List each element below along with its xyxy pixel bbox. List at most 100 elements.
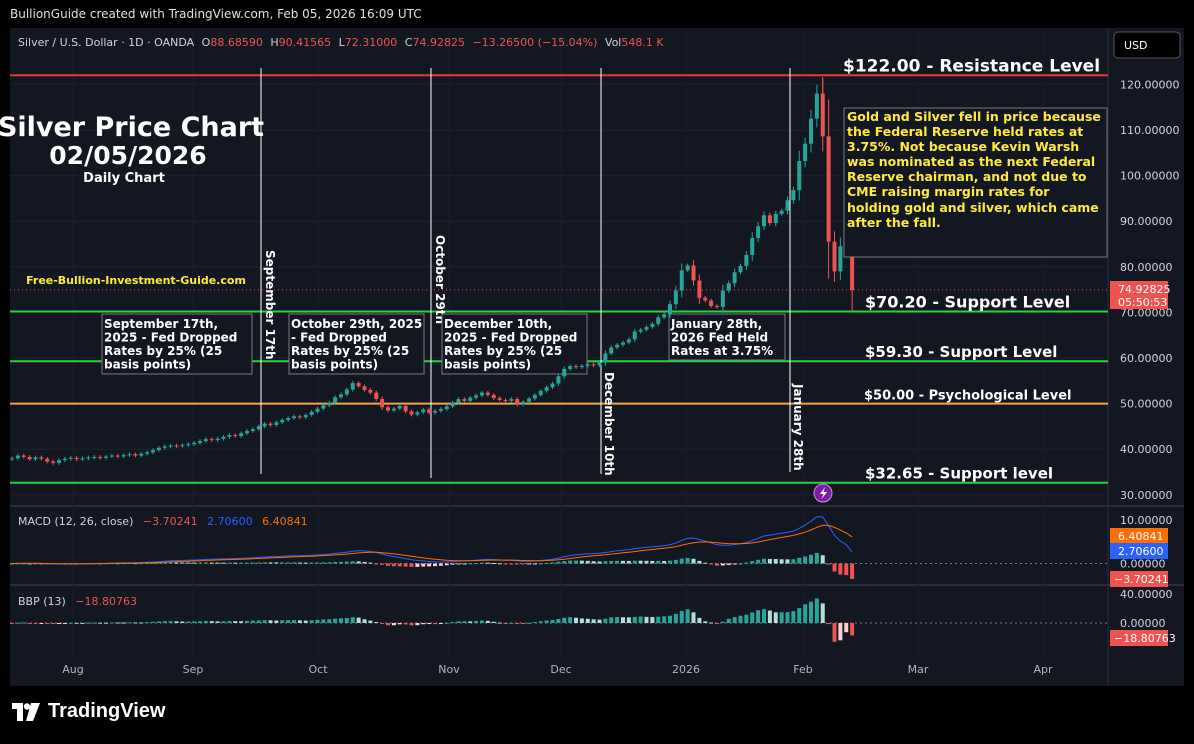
- macd-hist-bar: [250, 562, 255, 564]
- macd-hist-bar: [579, 560, 584, 564]
- bbp-bar: [98, 622, 103, 624]
- price-tick-label: 60.00000: [1120, 352, 1173, 365]
- macd-hist-bar: [509, 563, 514, 565]
- candle-body: [679, 270, 684, 291]
- price-tick-label: 100.00000: [1120, 170, 1180, 183]
- bbp-bar: [62, 623, 67, 624]
- candle-body: [192, 442, 197, 445]
- candle-body: [403, 405, 408, 412]
- candle-body: [10, 458, 14, 460]
- bbp-bar: [421, 623, 426, 625]
- bbp-bar: [621, 617, 625, 623]
- candle-body: [274, 422, 279, 426]
- candle-body: [480, 392, 484, 396]
- macd-hist-bar: [456, 563, 461, 565]
- macd-hist-bar: [168, 562, 173, 564]
- bbp-bar: [444, 622, 449, 624]
- macd-hist-bar: [256, 562, 261, 564]
- candle-body: [626, 339, 631, 343]
- volume-label: Vol: [605, 36, 621, 49]
- macd-legend[interactable]: MACD (12, 26, close) −3.70241 2.70600 6.…: [18, 515, 308, 528]
- candle-body: [650, 323, 655, 327]
- candle-body: [762, 215, 766, 227]
- time-axis[interactable]: Aug Sep Oct Nov Dec 2026 Feb Mar Apr: [62, 663, 1053, 676]
- price-tick-label: 90.00000: [1120, 215, 1173, 228]
- macd-hist-bar: [491, 562, 496, 564]
- symbol-legend[interactable]: Silver / U.S. Dollar · 1D · OANDA O88.68…: [18, 36, 664, 49]
- bbp-bar: [74, 622, 79, 624]
- bbp-bar: [532, 622, 537, 624]
- candle-body: [585, 364, 590, 366]
- last-price-value: 74.92825: [1118, 283, 1171, 296]
- time-tick-label: Mar: [908, 663, 929, 676]
- chart-canvas[interactable]: $122.00 - Resistance Level $70.20 - Suppo…: [0, 28, 1194, 686]
- bbp-bar: [726, 618, 731, 623]
- macd-hist-bar: [644, 560, 649, 564]
- candle-body: [609, 347, 614, 354]
- candle-body: [292, 416, 296, 419]
- currency-button-label[interactable]: USD: [1124, 39, 1148, 52]
- event-note-line: basis points): [291, 358, 378, 372]
- macd-line: [11, 516, 853, 565]
- candle-body: [691, 265, 696, 281]
- macd-hist-bar: [198, 562, 202, 564]
- change-value: −13.26500 (−15.04%): [472, 36, 597, 49]
- candle-body: [732, 272, 737, 284]
- bbp-bar: [515, 623, 520, 624]
- macd-hist-bar: [209, 562, 214, 564]
- candle-body: [380, 399, 385, 408]
- bbp-bar: [245, 620, 249, 623]
- macd-legend-signal: 6.40841: [262, 515, 308, 528]
- chart-caption: BullionGuide created with TradingView.co…: [0, 0, 1194, 28]
- macd-hist-bar: [162, 562, 167, 564]
- tradingview-logo[interactable]: TradingView: [12, 700, 165, 723]
- bbp-bar: [256, 620, 261, 623]
- macd-hist-bar: [826, 563, 831, 565]
- signal-value-tag: 6.40841: [1110, 528, 1168, 544]
- bbp-bar: [591, 619, 596, 623]
- bbp-bar: [174, 621, 179, 623]
- candle-body: [773, 213, 778, 224]
- macd-hist-bar: [192, 562, 197, 564]
- bbp-bar: [115, 622, 120, 624]
- candle-body: [250, 429, 255, 431]
- bbp-bar: [145, 622, 150, 624]
- macd-hist-bar: [474, 563, 479, 565]
- bbp-bar: [362, 619, 367, 623]
- candle-body: [715, 306, 719, 308]
- price-tick-label: 120.00000: [1120, 78, 1180, 91]
- bbp-bar: [491, 621, 496, 623]
- candle-body: [532, 394, 537, 399]
- candle-body: [86, 457, 91, 459]
- currency-button-frame[interactable]: [1113, 31, 1181, 59]
- bbp-bar: [679, 610, 684, 623]
- bbp-bar: [503, 623, 508, 624]
- candle-body: [497, 398, 502, 400]
- bbp-legend[interactable]: BBP (13) −18.80763: [18, 595, 137, 608]
- bbp-bar: [562, 617, 567, 623]
- bbp-bar: [280, 620, 285, 623]
- macd-hist-bar: [333, 561, 338, 564]
- macd-hist-bar: [532, 563, 537, 565]
- macd-hist-bar: [303, 562, 308, 564]
- signal-tag-bg: [1110, 528, 1168, 544]
- bbp-bar: [368, 620, 373, 623]
- bbp-bar: [568, 617, 573, 623]
- bbp-bar: [268, 620, 273, 623]
- bbp-bar: [820, 603, 825, 623]
- candle-body: [386, 407, 390, 411]
- macd-hist-bar: [468, 563, 473, 565]
- macd-hist-bar: [538, 563, 543, 565]
- bbp-bar: [744, 614, 749, 623]
- price-axis[interactable]: 30.00000 40.00000 50.00000 60.00000 70.00000…: [1120, 78, 1180, 630]
- bbp-bar: [203, 621, 208, 623]
- bbp-bar: [585, 618, 590, 623]
- bbp-bar: [309, 620, 314, 623]
- alert-icon[interactable]: [813, 483, 833, 503]
- candle-body: [180, 445, 185, 447]
- event-note-line: 2026 Fed Held: [671, 331, 768, 345]
- bbp-bar: [574, 617, 578, 623]
- macd-hist-bar: [638, 560, 643, 564]
- bbp-bar: [538, 621, 543, 623]
- currency-button[interactable]: USD: [1113, 31, 1181, 59]
